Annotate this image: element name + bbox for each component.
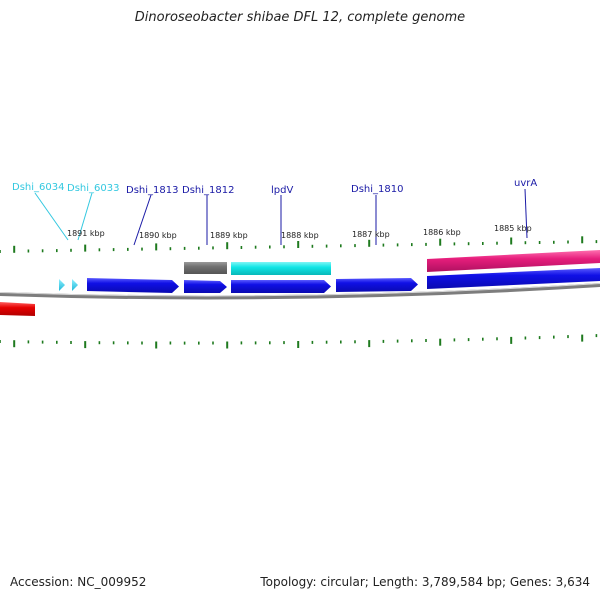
kbp-label-1888: 1888 kbp — [281, 231, 319, 240]
cds-lpdv[interactable] — [231, 280, 331, 293]
small-feature-dshi-6033[interactable] — [72, 279, 78, 291]
genome-backbone-highlight — [0, 283, 600, 297]
gene-label-lpdv: lpdV — [271, 185, 293, 196]
small-feature-dshi-6034[interactable] — [59, 279, 65, 291]
lower-tick-marks — [0, 334, 598, 349]
feature-cyan[interactable] — [231, 262, 331, 275]
kbp-label-1890: 1890 kbp — [139, 231, 177, 240]
cds-dshi-1813[interactable] — [87, 278, 179, 293]
kbp-label-1886: 1886 kbp — [423, 228, 461, 237]
gene-leader-lines — [34, 188, 528, 246]
kbp-label-1885: 1885 kbp — [494, 224, 532, 233]
accession-label: Accession: NC_009952 — [10, 575, 147, 589]
red-feature[interactable] — [0, 302, 35, 316]
kbp-label-1891: 1891 kbp — [67, 229, 105, 238]
kbp-label-1887: 1887 kbp — [352, 230, 390, 239]
gene-label-uvra: uvrA — [514, 178, 537, 189]
gene-label-dshi-6034: Dshi_6034 — [12, 182, 64, 193]
feature-grey[interactable] — [184, 262, 227, 274]
feature-pink[interactable] — [427, 250, 600, 272]
upper-tick-marks — [0, 236, 598, 253]
cds-dshi-1810[interactable] — [336, 278, 418, 292]
cds-uvra[interactable] — [427, 268, 600, 289]
genome-title: Dinoroseobacter shibae DFL 12, complete … — [134, 10, 466, 25]
cds-dshi-1812[interactable] — [184, 280, 227, 293]
gene-label-dshi-1812: Dshi_1812 — [182, 185, 234, 196]
kbp-label-1889: 1889 kbp — [210, 231, 248, 240]
topology-label: Topology: circular; Length: 3,789,584 bp… — [260, 575, 590, 589]
genome-backbone — [0, 283, 600, 300]
gene-label-dshi-6033: Dshi_6033 — [67, 183, 119, 194]
gene-label-dshi-1813: Dshi_1813 — [126, 185, 178, 196]
gene-label-dshi-1810: Dshi_1810 — [351, 184, 403, 195]
